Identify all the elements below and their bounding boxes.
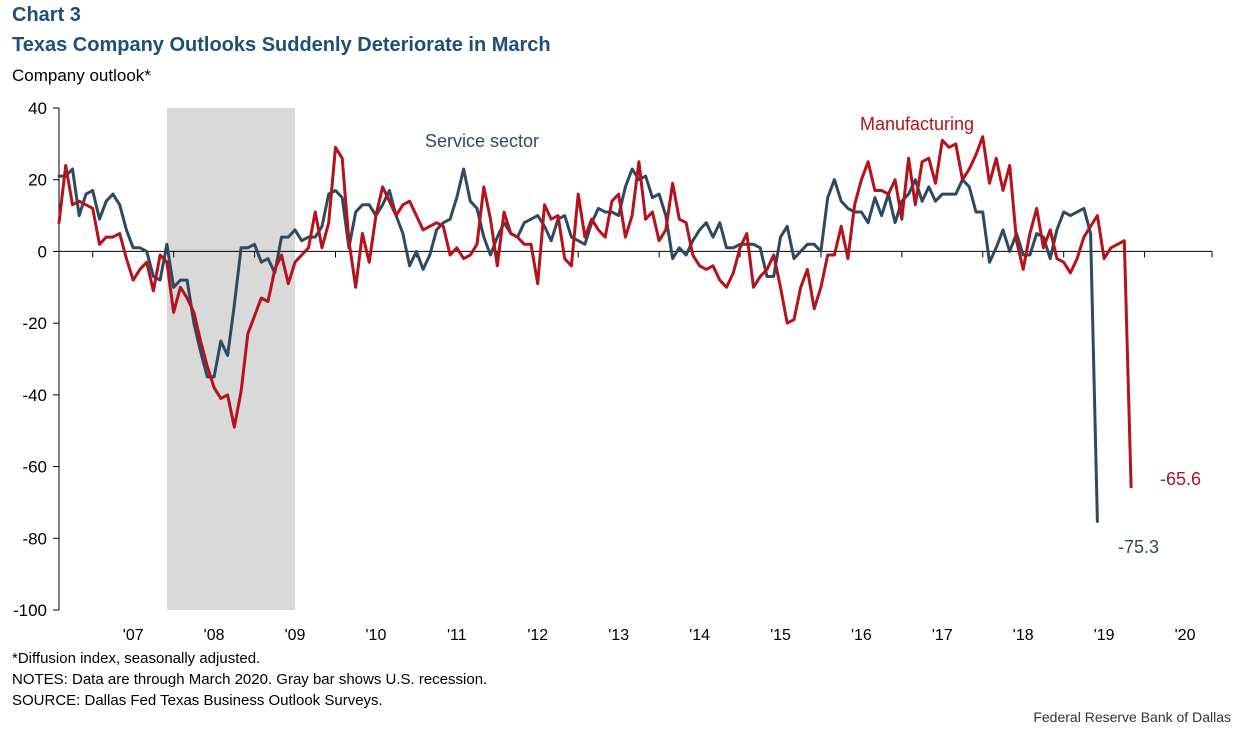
manufacturing-end-value-label: -65.6	[1160, 469, 1201, 489]
notes-line: NOTES: Data are through March 2020. Gray…	[12, 671, 488, 688]
manufacturing-label: Manufacturing	[860, 114, 974, 134]
chart-title: Texas Company Outlooks Suddenly Deterior…	[12, 34, 551, 56]
x-tick-label: '18	[1013, 627, 1034, 640]
recession-band-layer	[166, 108, 296, 610]
credit-line: Federal Reserve Bank of Dallas	[1033, 709, 1231, 725]
axes-layer: 40 20 0 -20 -40 -60 -80 -100 '07 '08 '09 '10 '11 '12 '…	[13, 99, 1213, 640]
chart-notes: *Diffusion index, seasonally adjusted. N…	[12, 648, 487, 711]
y-axis-unit-label: Company outlook*	[12, 66, 151, 85]
y-tick-label: -100	[13, 601, 47, 620]
y-tick-label: 0	[38, 242, 47, 261]
x-tick-label: '16	[851, 627, 872, 640]
line-chart: 40 20 0 -20 -40 -60 -80 -100 '07 '08 '09 '10 '11 '12 '…	[13, 99, 1213, 640]
source-line: SOURCE: Dallas Fed Texas Business Outloo…	[12, 692, 383, 709]
x-tick-label: '09	[285, 627, 306, 640]
x-tick-label: '12	[527, 627, 548, 640]
x-tick-label: '13	[608, 627, 629, 640]
x-tick-label: '10	[366, 627, 387, 640]
y-tick-label: -20	[22, 314, 47, 333]
series-layer	[57, 135, 1133, 523]
service-sector-line	[57, 167, 1099, 523]
recession-band	[166, 108, 296, 610]
manufacturing-line	[57, 135, 1133, 489]
x-tick-label: '11	[447, 627, 467, 640]
chart-number: Chart 3	[12, 4, 81, 26]
x-tick-label: '08	[204, 627, 225, 640]
x-tick-label: '15	[770, 627, 791, 640]
x-tick-label: '14	[689, 627, 710, 640]
y-tick-label: 20	[28, 171, 47, 190]
y-tick-label: -80	[22, 529, 47, 548]
y-tick-label: -40	[22, 386, 47, 405]
x-tick-label: '07	[123, 627, 144, 640]
x-tick-label: '17	[932, 627, 953, 640]
x-tick-label: '20	[1175, 627, 1196, 640]
service-sector-end-value-label: -75.3	[1118, 537, 1159, 557]
footnote: *Diffusion index, seasonally adjusted.	[12, 650, 261, 667]
y-tick-label: 40	[28, 99, 47, 118]
labels-layer: Service sector Manufacturing -65.6 -75.3	[425, 114, 1201, 557]
x-tick-label: '19	[1094, 627, 1115, 640]
service-sector-label: Service sector	[425, 131, 539, 151]
y-tick-label: -60	[22, 458, 47, 477]
